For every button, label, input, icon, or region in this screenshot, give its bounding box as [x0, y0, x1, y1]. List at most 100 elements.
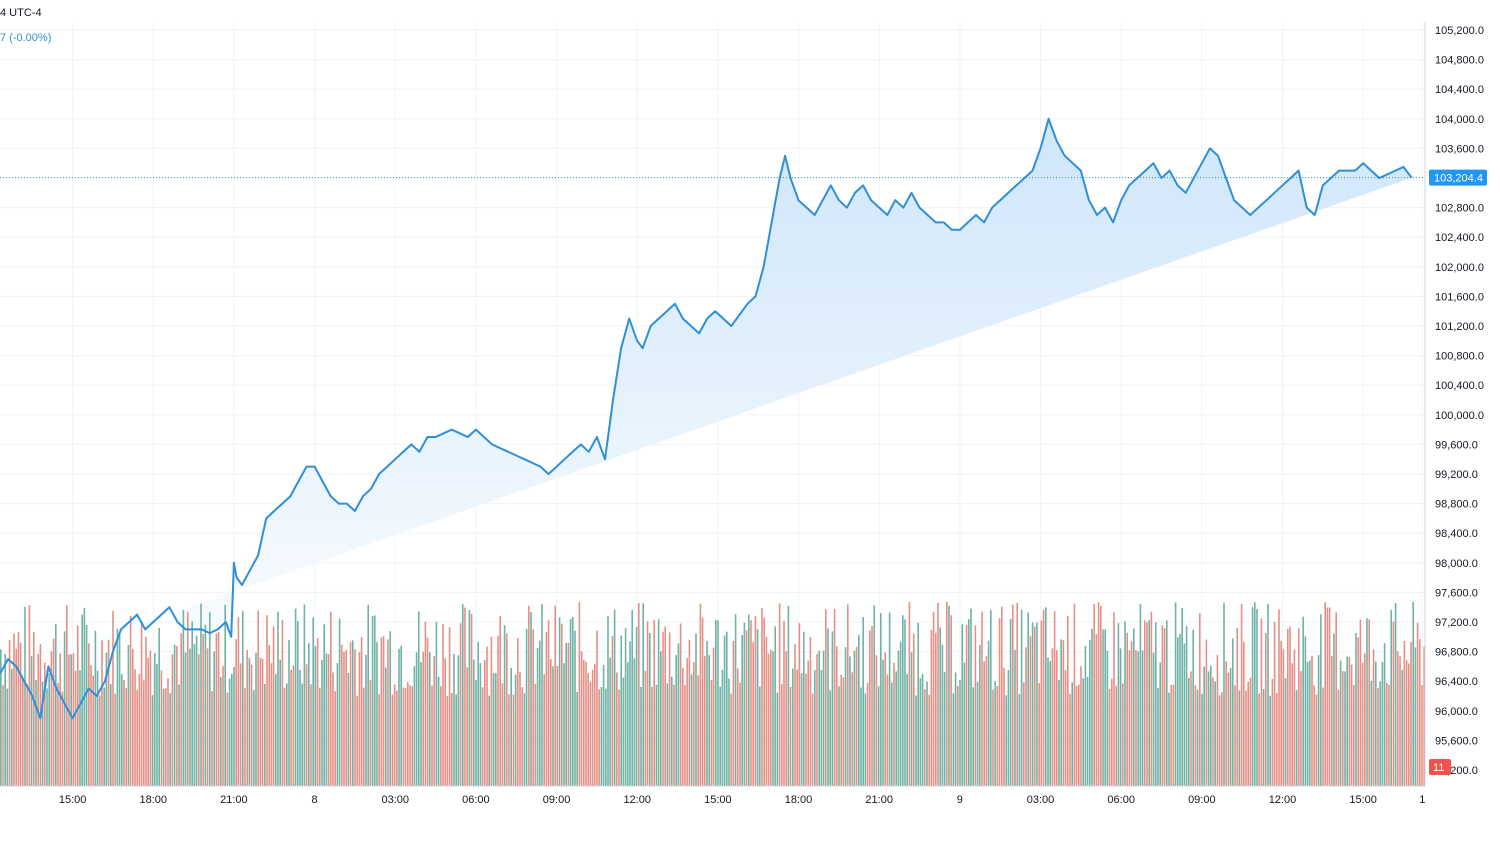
volume-bar — [13, 633, 15, 786]
x-tick-label: 1 — [1419, 794, 1425, 806]
volume-bar — [1377, 687, 1379, 786]
volume-bar — [1300, 671, 1302, 786]
volume-bar — [708, 655, 710, 786]
volume-bar — [1408, 663, 1410, 786]
volume-bar — [121, 674, 123, 786]
x-tick-label: 9 — [957, 794, 963, 806]
y-tick-label: 105,200.0 — [1435, 25, 1484, 37]
volume-bar — [1234, 685, 1236, 786]
volume-bar — [257, 610, 259, 786]
volume-bar — [600, 687, 603, 786]
volume-bar — [983, 661, 985, 786]
volume-bar — [237, 617, 240, 786]
volume-bar — [1003, 667, 1005, 786]
volume-bar — [532, 629, 534, 786]
volume-bar — [957, 686, 959, 786]
volume-bar — [833, 609, 836, 786]
volume-bar — [308, 643, 310, 786]
volume-bar — [1106, 650, 1109, 786]
volume-value: 11 — [1433, 762, 1444, 774]
volume-bar — [1399, 656, 1401, 786]
volume-bar — [1383, 643, 1386, 786]
volume-bar — [99, 695, 101, 786]
volume-bar — [341, 644, 343, 786]
volume-bar — [1372, 649, 1375, 786]
volume-bar — [979, 645, 981, 786]
volume-bar — [572, 616, 574, 786]
volume-bar — [215, 633, 218, 786]
volume-bar — [534, 683, 537, 786]
volume-bar — [666, 683, 669, 786]
y-tick-label: 97,600.0 — [1435, 587, 1478, 599]
volume-bar — [455, 694, 457, 786]
volume-bar — [321, 660, 323, 786]
volume-bar — [501, 683, 504, 786]
volume-bar — [897, 650, 900, 786]
volume-bar — [624, 628, 627, 786]
volume-bar — [917, 622, 919, 786]
volume-bar — [248, 657, 251, 786]
volume-bar — [1091, 629, 1093, 786]
volume-bar — [1273, 621, 1276, 786]
x-tick-label: 06:00 — [1107, 794, 1135, 806]
volume-bar — [893, 662, 895, 786]
volume-bar — [990, 609, 992, 786]
volume-bar — [206, 648, 209, 786]
volume-bar — [1388, 685, 1390, 786]
volume-bar — [132, 649, 134, 786]
volume-bar — [376, 641, 378, 786]
volume-bar — [528, 605, 530, 786]
volume-bar — [1095, 634, 1098, 786]
volume-bar — [807, 660, 809, 786]
volume-bar — [943, 672, 946, 786]
volume-bar — [1018, 694, 1021, 786]
volume-bar — [74, 670, 77, 786]
volume-bar — [1126, 632, 1128, 786]
volume-bar — [1254, 602, 1256, 786]
volume-bar — [200, 603, 202, 786]
price-axis[interactable]: 105,200.0 104,800.0 104,400.0 104,000.0 103,… — [0, 22, 1487, 786]
volume-bar — [1256, 609, 1258, 786]
volume-bar — [1148, 620, 1150, 786]
volume-bar — [915, 695, 917, 786]
volume-bar — [1218, 695, 1221, 786]
volume-bar — [451, 693, 453, 786]
volume-bar — [72, 653, 75, 786]
volume-bar — [954, 672, 957, 786]
volume-bar — [1405, 660, 1408, 786]
volume-bar — [785, 651, 787, 786]
volume-bar — [1205, 639, 1208, 786]
volume-bar — [426, 637, 429, 786]
volume-bar — [1058, 679, 1060, 786]
volume-bar — [794, 644, 796, 786]
x-tick-label: 15:00 — [1349, 794, 1377, 806]
volume-bar — [272, 626, 275, 786]
time-axis[interactable]: 015:0018:0021:00803:0006:0009:0012:0015:… — [0, 785, 1425, 806]
volume-bar — [558, 617, 561, 786]
volume-bar — [1108, 688, 1111, 786]
volume-bar — [475, 679, 477, 786]
volume-bar — [33, 632, 35, 786]
volume-bar — [415, 652, 418, 786]
volume-bar — [79, 670, 81, 786]
x-tick-label: 12:00 — [623, 794, 651, 806]
volume-bar — [932, 611, 935, 786]
volume-bar — [44, 662, 46, 786]
volume-bar — [976, 682, 979, 786]
volume-bar — [259, 657, 262, 786]
volume-bar — [1053, 611, 1056, 786]
volume-bar — [182, 609, 185, 786]
volume-bar — [1181, 608, 1183, 786]
x-tick-label: 21:00 — [220, 794, 248, 806]
volume-bar — [1157, 688, 1159, 786]
volume-bar — [847, 604, 849, 786]
volume-bar — [336, 663, 339, 786]
volume-bar — [730, 693, 732, 786]
timezone-label: 4 UTC-4 — [0, 7, 42, 19]
volume-bar — [924, 689, 926, 786]
volume-bar — [888, 612, 891, 786]
volume-bar — [952, 693, 955, 786]
volume-bar — [1045, 607, 1047, 786]
